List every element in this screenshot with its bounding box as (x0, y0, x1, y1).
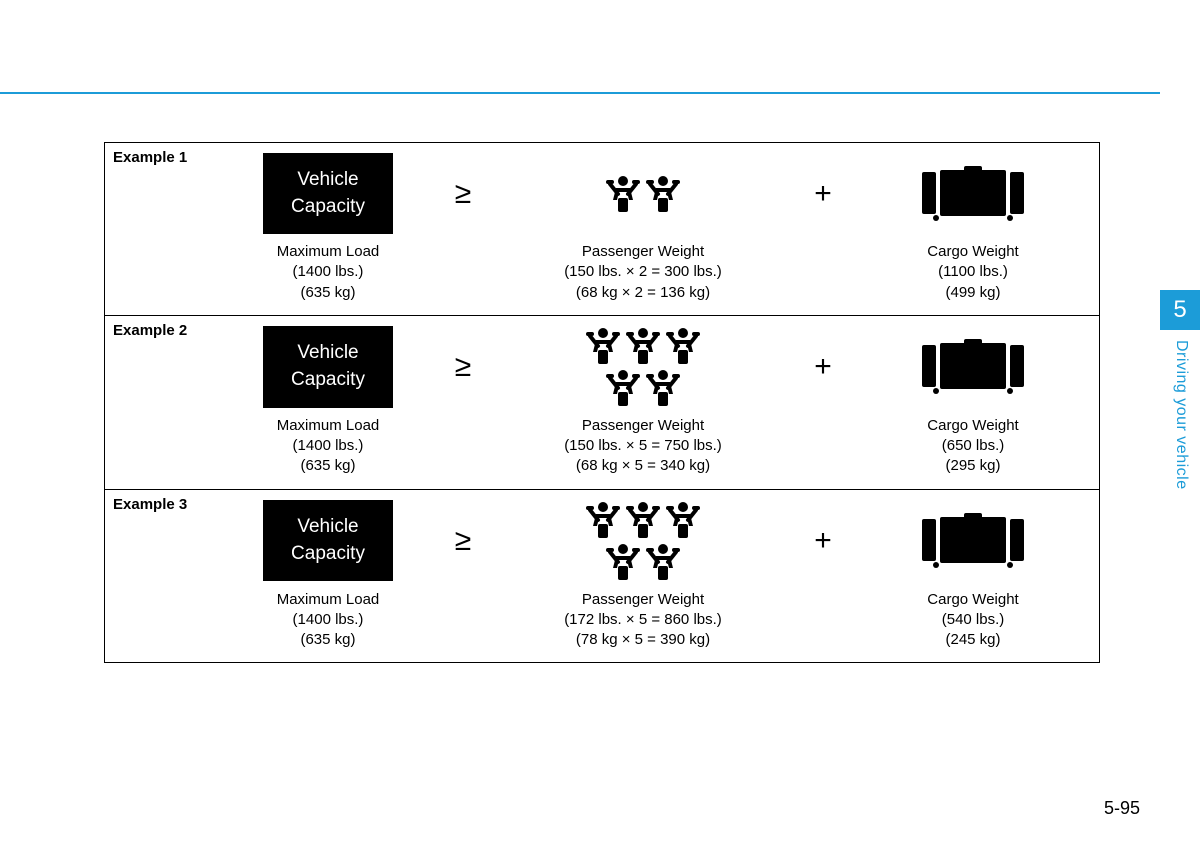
passenger-icon (664, 326, 702, 366)
luggage-icon (918, 339, 1028, 395)
passenger-row (584, 326, 702, 366)
plus-symbol: + (814, 350, 832, 384)
passenger-icon (604, 174, 642, 214)
passenger-icon (644, 174, 682, 214)
table-row: Example 1 Vehicle Capacity ≥ + Maximum Load… (105, 143, 1099, 316)
passenger-weight-caption: Passenger Weight(150 lbs. × 5 = 750 lbs.… (564, 416, 722, 477)
passenger-icons (584, 326, 702, 408)
example-content: Vehicle Capacity ≥ + Maximum Load(1400 lbs… (223, 143, 1099, 315)
max-load-caption: Maximum Load(1400 lbs.)(635 kg) (277, 416, 380, 477)
vc-line2: Capacity (291, 369, 365, 390)
passenger-icons (584, 500, 702, 582)
passenger-icon (604, 542, 642, 582)
vehicle-capacity-box: Vehicle Capacity (263, 326, 393, 407)
cargo-weight-caption: Cargo Weight(540 lbs.)(245 kg) (927, 590, 1018, 651)
gte-symbol: ≥ (455, 177, 471, 211)
example-content: Vehicle Capacity ≥ (223, 490, 1099, 663)
passenger-icon (624, 326, 662, 366)
passenger-icon (624, 500, 662, 540)
table-row: Example 2 Vehicle Capacity ≥ (105, 316, 1099, 490)
example-label: Example 2 (105, 316, 223, 489)
page-number: 5-95 (1104, 798, 1140, 819)
passenger-icon (664, 500, 702, 540)
passenger-weight-caption: Passenger Weight(150 lbs. × 2 = 300 lbs.… (564, 242, 722, 303)
chapter-tab: 5 (1160, 290, 1200, 330)
example-label: Example 3 (105, 490, 223, 663)
passenger-icons (604, 174, 682, 214)
vc-line1: Vehicle (297, 342, 358, 363)
captions: Maximum Load(1400 lbs.)(635 kg) Passenger… (223, 590, 1093, 651)
max-load-caption: Maximum Load(1400 lbs.)(635 kg) (277, 590, 380, 651)
cargo-weight-caption: Cargo Weight(650 lbs.)(295 kg) (927, 416, 1018, 477)
header-rule (0, 92, 1160, 94)
vehicle-capacity-box: Vehicle Capacity (263, 153, 393, 234)
passenger-icon (644, 368, 682, 408)
captions: Maximum Load(1400 lbs.)(635 kg) Passenger… (223, 416, 1093, 477)
luggage-icon (918, 166, 1028, 222)
table-row: Example 3 Vehicle Capacity ≥ (105, 490, 1099, 663)
vehicle-capacity-box: Vehicle Capacity (263, 500, 393, 581)
passenger-row (604, 542, 682, 582)
passenger-weight-caption: Passenger Weight(172 lbs. × 5 = 860 lbs.… (564, 590, 722, 651)
captions: Maximum Load(1400 lbs.)(635 kg) Passenger… (223, 242, 1093, 303)
section-title-vertical: Driving your vehicle (1172, 340, 1190, 490)
passenger-icon (604, 368, 642, 408)
luggage-icon (918, 513, 1028, 569)
passenger-icon (644, 542, 682, 582)
passenger-icon (584, 500, 622, 540)
vc-line1: Vehicle (297, 169, 358, 190)
passenger-icon (584, 326, 622, 366)
passenger-row (604, 368, 682, 408)
cargo-icon-wrap (918, 339, 1028, 395)
passenger-row (584, 500, 702, 540)
cargo-icon-wrap (918, 513, 1028, 569)
vc-line1: Vehicle (297, 516, 358, 537)
passenger-row (604, 174, 682, 214)
example-label: Example 1 (105, 143, 223, 315)
cargo-weight-caption: Cargo Weight(1100 lbs.)(499 kg) (927, 242, 1018, 303)
max-load-caption: Maximum Load(1400 lbs.)(635 kg) (277, 242, 380, 303)
vc-line2: Capacity (291, 196, 365, 217)
example-content: Vehicle Capacity ≥ (223, 316, 1099, 489)
vc-line2: Capacity (291, 543, 365, 564)
gte-symbol: ≥ (455, 350, 471, 384)
gte-symbol: ≥ (455, 524, 471, 558)
plus-symbol: + (814, 177, 832, 211)
capacity-examples-table: Example 1 Vehicle Capacity ≥ + Maximum Load… (104, 142, 1100, 663)
cargo-icon-wrap (918, 166, 1028, 222)
plus-symbol: + (814, 524, 832, 558)
